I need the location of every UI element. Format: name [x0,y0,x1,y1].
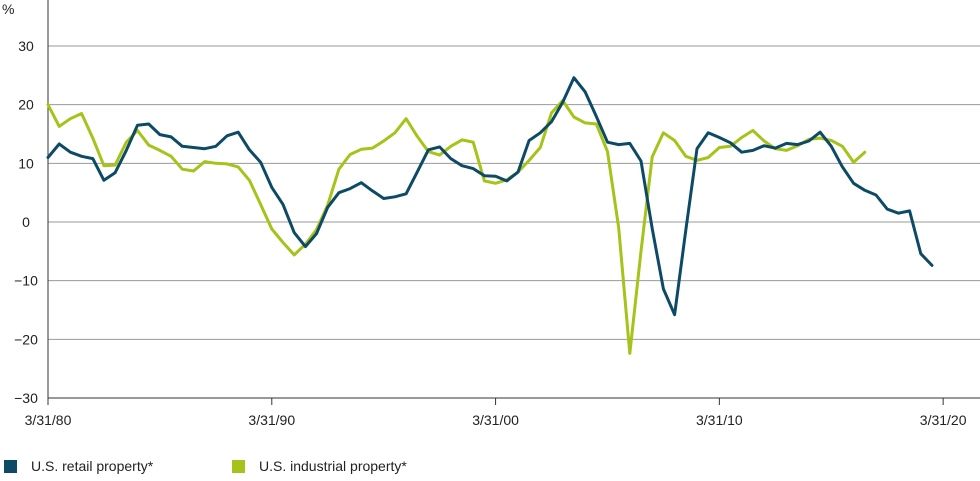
y-unit-label: % [2,1,14,17]
y-tick-label: 20 [18,97,34,113]
legend-label-industrial: U.S. industrial property* [259,458,407,474]
y-tick-label: 30 [18,38,34,54]
y-tick-labels: 30 20 10 0 −10 −20 −30 [14,38,38,406]
line-chart: % 30 20 10 0 −10 −20 −30 3/31/80 3/31/90 3/31/00… [2,0,980,428]
legend: U.S. retail property* U.S. industrial pr… [0,458,980,480]
legend-swatch-industrial [232,459,245,473]
legend-item-retail: U.S. retail property* [4,458,153,474]
series-line-0 [46,76,934,317]
y-tick-label: −20 [14,331,38,347]
legend-label-retail: U.S. retail property* [31,458,154,474]
x-tick-label: 3/31/20 [920,412,967,428]
x-tick-label: 3/31/80 [25,412,72,428]
x-tick-label: 3/31/00 [472,412,519,428]
x-tick-label: 3/31/10 [696,412,743,428]
series-line-1 [46,99,867,355]
legend-item-industrial: U.S. industrial property* [232,458,407,474]
legend-swatch-retail [4,459,17,473]
gridlines [48,45,980,340]
y-tick-label: −30 [14,390,38,406]
x-tick-label: 3/31/90 [248,412,295,428]
series-lines [46,76,934,355]
axes [47,0,980,405]
y-tick-label: 10 [18,155,34,171]
x-tick-labels: 3/31/80 3/31/90 3/31/00 3/31/10 3/31/20 [25,412,967,428]
y-tick-label: 0 [22,214,30,230]
y-tick-label: −10 [14,273,38,289]
